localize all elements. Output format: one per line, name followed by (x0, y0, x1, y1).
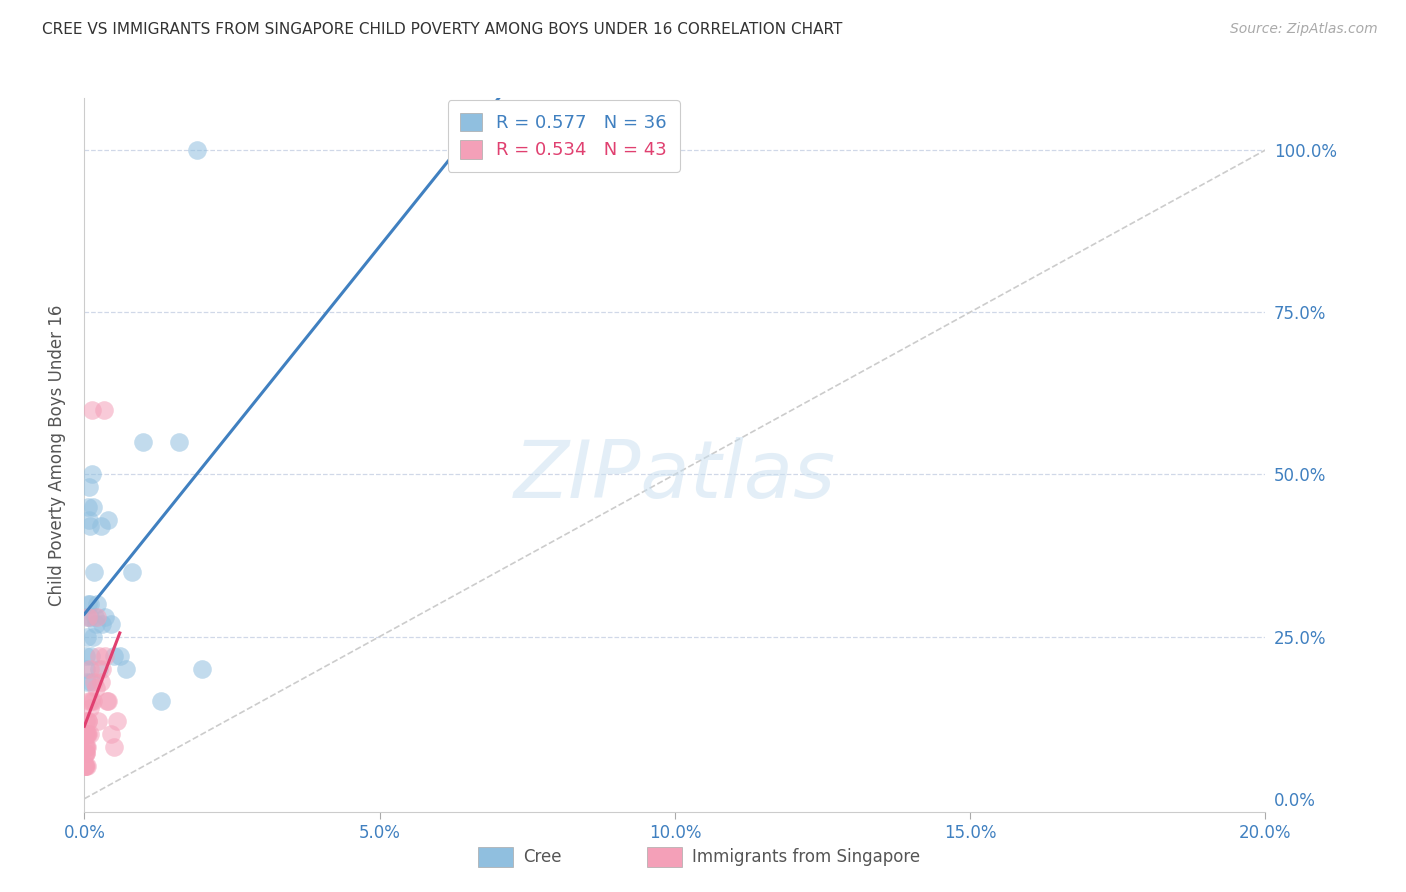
Point (83, 565, 105, 579)
Point (75, 747, 97, 761)
Point (77, 727, 100, 741)
Point (73, 759, 96, 773)
Point (75, 662, 97, 676)
Point (82, 694, 104, 708)
Point (73, 727, 96, 741)
Point (97, 694, 120, 708)
Point (76, 675, 98, 690)
Point (103, 739, 125, 754)
Point (80, 402, 103, 417)
Point (80, 694, 103, 708)
Point (80, 467, 103, 482)
Point (77, 597, 100, 611)
Point (76, 630, 98, 644)
Text: Immigrants from Singapore: Immigrants from Singapore (692, 848, 920, 866)
Point (83, 675, 105, 690)
Point (77, 714, 100, 728)
Point (73, 759, 96, 773)
Point (87, 714, 110, 728)
Point (186, 143, 208, 157)
Point (105, 714, 128, 728)
Point (77, 500, 100, 514)
Point (77, 694, 100, 708)
Point (89, 648, 111, 663)
Point (108, 648, 131, 663)
Point (79, 662, 101, 676)
Text: Cree: Cree (523, 848, 561, 866)
Point (79, 610, 101, 624)
Point (80, 648, 103, 663)
Point (90, 519, 112, 533)
Point (76, 759, 98, 773)
Point (75, 739, 97, 754)
Point (84, 610, 107, 624)
Point (75, 648, 97, 663)
Point (73, 747, 96, 761)
Point (94, 610, 117, 624)
Point (90, 675, 112, 690)
Text: ZIPatlas: ZIPatlas (513, 437, 837, 516)
Legend: R = 0.577   N = 36, R = 0.534   N = 43: R = 0.577 N = 36, R = 0.534 N = 43 (447, 100, 681, 172)
Point (100, 727, 122, 741)
Point (77, 513, 100, 527)
Point (167, 434, 190, 449)
Point (121, 565, 143, 579)
Point (73, 747, 96, 761)
Point (76, 610, 98, 624)
Point (93, 402, 115, 417)
Y-axis label: Child Poverty Among Boys Under 16: Child Poverty Among Boys Under 16 (48, 304, 66, 606)
Point (79, 701, 101, 715)
Point (114, 662, 136, 676)
Point (91, 662, 114, 676)
Point (79, 519, 101, 533)
Point (76, 727, 98, 741)
Point (86, 597, 108, 611)
Point (86, 610, 108, 624)
Point (76, 739, 98, 754)
Point (132, 434, 155, 449)
Text: CREE VS IMMIGRANTS FROM SINGAPORE CHILD POVERTY AMONG BOYS UNDER 16 CORRELATION : CREE VS IMMIGRANTS FROM SINGAPORE CHILD … (42, 22, 842, 37)
Point (84, 681, 107, 696)
Point (77, 610, 100, 624)
Point (97, 513, 120, 527)
Point (77, 714, 100, 728)
Point (94, 648, 117, 663)
Point (73, 739, 96, 754)
Point (89, 662, 111, 676)
Point (75, 714, 97, 728)
Point (75, 747, 97, 761)
Point (82, 630, 104, 644)
Point (75, 727, 97, 741)
Point (82, 500, 104, 514)
Point (91, 616, 114, 631)
Point (77, 480, 100, 494)
Point (100, 616, 122, 631)
Point (76, 727, 98, 741)
Text: Source: ZipAtlas.com: Source: ZipAtlas.com (1230, 22, 1378, 37)
Point (79, 597, 101, 611)
Point (80, 675, 103, 690)
Point (75, 759, 97, 773)
Point (150, 694, 173, 708)
Point (96, 694, 118, 708)
Point (103, 648, 125, 663)
Point (79, 727, 101, 741)
Point (73, 759, 96, 773)
Point (84, 616, 107, 631)
Point (75, 739, 97, 754)
Point (191, 662, 214, 676)
